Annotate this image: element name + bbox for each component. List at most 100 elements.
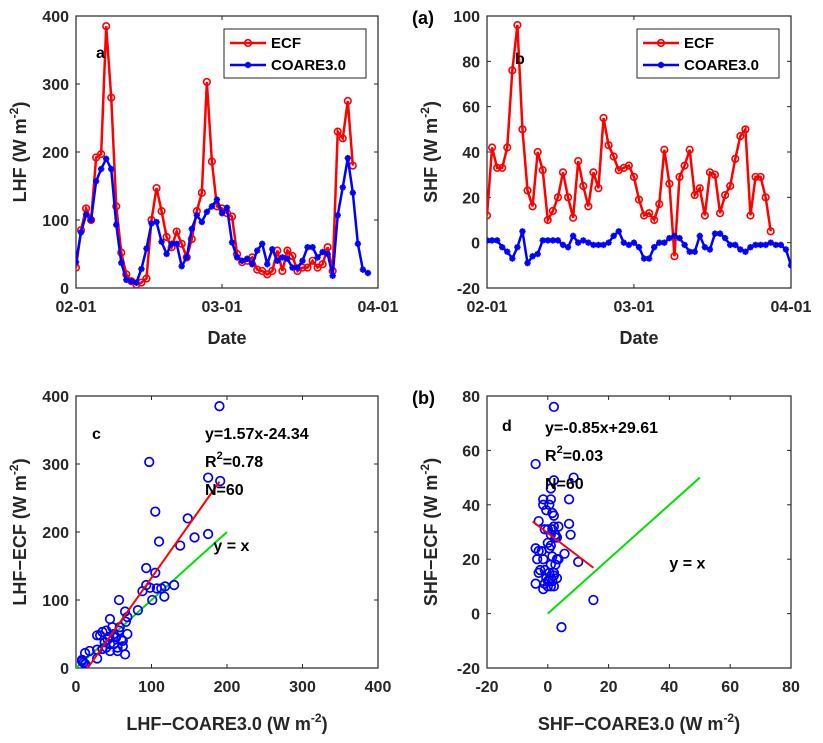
asterisk-stroke [487,237,490,242]
scatter-point [553,554,564,565]
asterisk-stroke [555,237,561,244]
x-axis-label-main: SHF−COARE3.0 [538,714,675,734]
data-point-ecf [518,125,527,134]
data-point-coare [254,247,261,254]
data-point-ecf [746,211,755,220]
scatter-point [150,506,161,517]
y-tick-label: 40 [462,145,480,162]
asterisk-stroke [78,229,84,236]
data-point-ecf [207,157,216,166]
data-point-ecf [338,134,347,143]
data-point-coare [97,165,105,173]
data-point-coare [625,241,633,249]
y-tick-label: -20 [457,661,480,678]
asterisk-stroke [804,240,808,244]
data-point-ecf [736,132,745,141]
series-line-ecf [487,24,772,257]
asterisk-stroke [595,242,602,248]
asterisk-stroke [742,248,749,255]
y-tick-label: 20 [462,190,480,207]
data-point-coare [339,184,346,191]
legend: ECF COARE3.0 [636,28,780,79]
data-point-coare [314,254,321,261]
asterisk-stroke [514,244,521,251]
legend: ECF COARE3.0 [223,28,367,79]
asterisk-stroke [188,225,195,232]
scatter-point [147,594,158,606]
y-tick-label: 100 [42,213,69,230]
asterisk-stroke [118,259,125,266]
asterisk-stroke [245,62,251,68]
y-tick-label: 60 [462,100,480,117]
asterisk-stroke [804,240,808,244]
y-tick-label: 300 [42,77,69,94]
scatter-point [548,521,560,532]
data-point-coare [645,255,653,262]
data-point-ecf [558,168,568,177]
x-tick-label: 0 [72,679,81,696]
scatter-point [153,536,165,547]
x-axis-label-exp: -2 [311,711,322,725]
asterisk-stroke [489,237,495,244]
x-tick-label: 400 [365,679,392,696]
legend-marker-circle [243,38,253,48]
scatter-point [175,540,186,551]
data-point-ecf [609,152,618,161]
x-axis-label: Date [207,328,246,348]
scatter-point [547,507,558,519]
asterisk-stroke [794,274,798,278]
data-point-ecf [710,170,720,179]
asterisk-stroke [274,257,281,264]
asterisk-stroke [809,238,813,242]
asterisk-stroke [691,248,698,255]
sample-count: N=60 [545,476,584,493]
asterisk-stroke [504,248,511,255]
data-point-ecf [76,263,81,272]
asterisk-stroke [610,232,617,239]
y-tick-label: 100 [42,593,69,610]
scatter-point [141,562,152,574]
scatter-point [545,483,556,494]
x-axis-label-close: ) [322,714,328,734]
data-point-coare [808,237,814,243]
data-point-ecf [548,206,557,216]
data-point-coare [304,244,311,251]
asterisk-stroke [783,246,789,253]
data-point-coare [103,155,110,162]
asterisk-stroke [360,266,366,273]
data-point-coare [243,255,251,262]
asterisk-stroke [153,219,160,225]
data-point-coare [133,279,140,286]
data-point-ecf [741,125,750,134]
y-tick-label: 20 [462,552,480,569]
asterisk-stroke [289,264,296,271]
data-point-coare [671,232,678,240]
asterisk-stroke [534,251,541,257]
x-tick-label: 03-01 [202,299,243,316]
data-point-coare [153,218,160,226]
r-squared-exp: 2 [217,450,223,462]
data-point-ecf [634,195,644,204]
asterisk-stroke [198,219,205,225]
data-point-coare [213,196,221,203]
scatter-point [116,634,127,645]
asterisk-stroke [799,254,803,258]
data-point-ecf [675,172,684,182]
data-point-coare [223,204,231,211]
scatter-point [588,594,599,606]
asterisk-stroke [732,242,739,248]
panel-b: -20 0 20 40 60 80 100 02-01 03-01 04-01 Date SHF (W … [412,8,814,348]
asterisk-stroke [249,261,256,268]
data-point-coare [188,225,195,233]
scatter-point [104,631,115,642]
data-point-coare [92,178,100,185]
data-point-coare [138,265,145,273]
data-point-ecf [700,211,709,220]
data-point-ecf [152,183,161,193]
data-point-coare [580,237,587,244]
scatter-point [542,537,553,549]
data-point-coare [294,264,301,271]
data-point-ecf [690,190,699,200]
y-tick-label: 200 [42,525,69,542]
data-point-coare [264,261,271,268]
